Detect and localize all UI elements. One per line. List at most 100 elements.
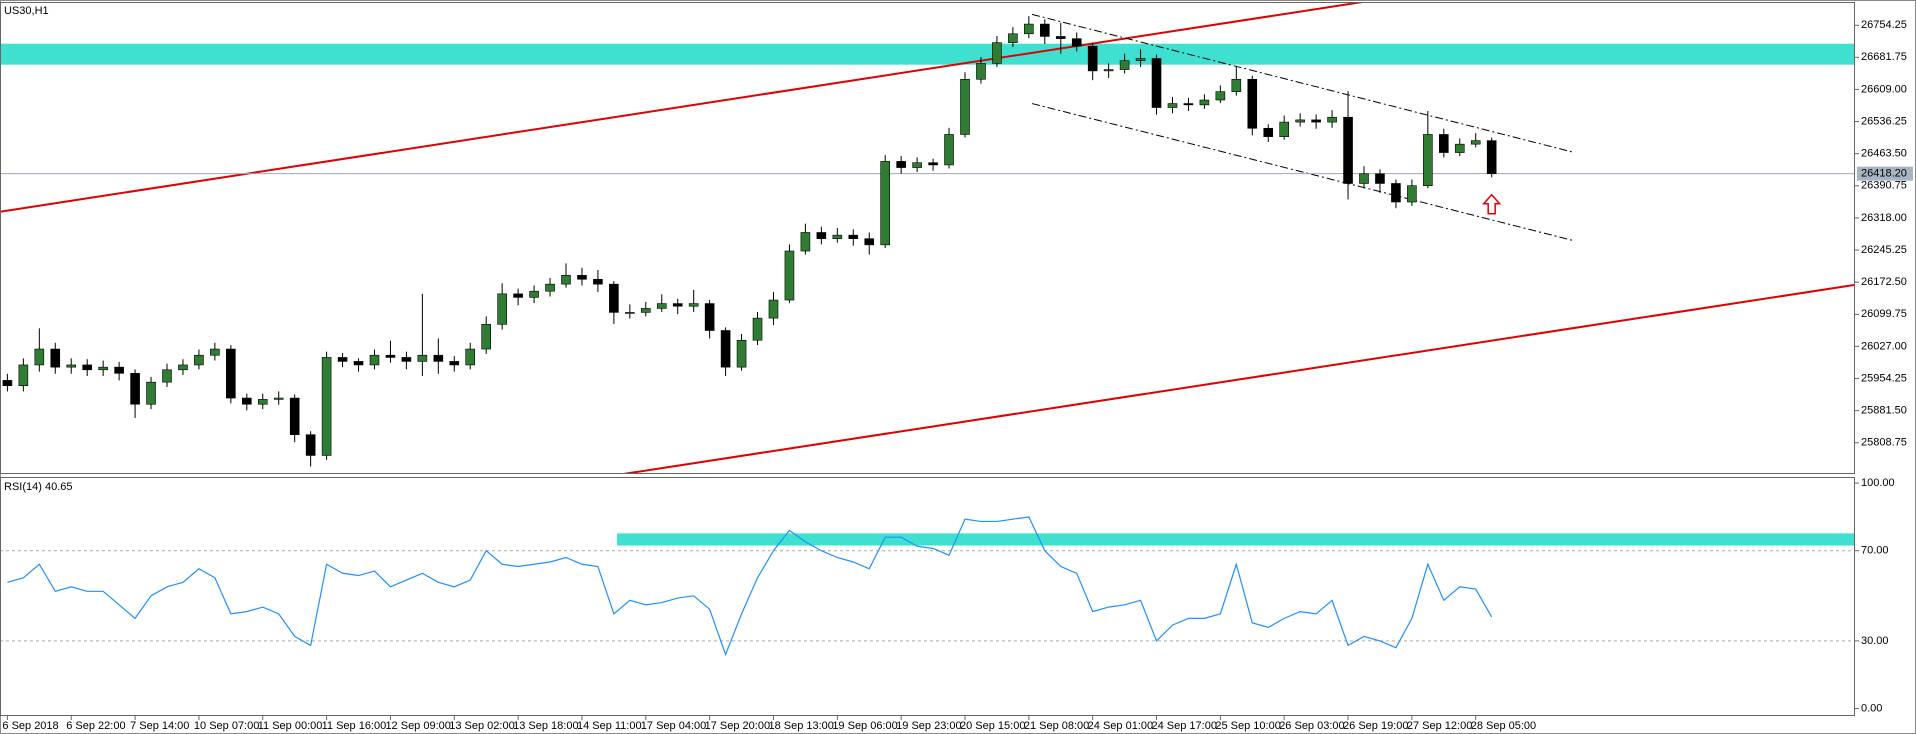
x-tick-label: 26 Sep 19:00 — [1343, 720, 1408, 732]
candle-body — [672, 303, 683, 307]
candle-body — [114, 366, 124, 374]
candle-body — [784, 250, 795, 301]
candle-body — [864, 238, 875, 246]
y-tick-label: 26536.25 — [1861, 115, 1907, 127]
trendline — [623, 284, 1855, 474]
x-tick-label: 26 Sep 03:00 — [1279, 720, 1344, 732]
candle-body — [561, 275, 571, 285]
candle-body — [1103, 69, 1114, 72]
candle-body — [704, 303, 715, 331]
x-tick-label: 25 Sep 10:00 — [1215, 720, 1280, 732]
y-tick-label: 0.00 — [1861, 702, 1882, 714]
candle-body — [960, 78, 970, 135]
candle-body — [768, 299, 779, 319]
y-tick-label: 26245.25 — [1861, 244, 1907, 256]
candle-body — [50, 348, 61, 368]
candle-body — [1439, 134, 1449, 153]
candle-body — [1231, 78, 1242, 92]
candle-body — [944, 134, 954, 166]
candle-body — [976, 63, 986, 80]
candle-body — [417, 354, 428, 362]
candle-body — [800, 232, 811, 252]
candle-body — [210, 348, 220, 356]
candle-body — [688, 303, 699, 307]
x-tick-label: 17 Sep 04:00 — [641, 720, 706, 732]
x-tick-label: 12 Sep 09:00 — [385, 720, 450, 732]
signal-arrow — [1482, 193, 1502, 215]
last-price-label: 26418.20 — [1861, 168, 1907, 180]
candle-body — [146, 381, 156, 405]
candle-body — [273, 397, 284, 400]
candle-body — [18, 364, 29, 386]
candle-body — [1199, 99, 1210, 106]
y-tick-label: 26390.75 — [1861, 180, 1907, 192]
zone — [617, 533, 1855, 546]
candle-body — [1167, 103, 1178, 108]
candle-body — [1215, 91, 1226, 101]
x-tick-label: 24 Sep 17:00 — [1152, 720, 1217, 732]
x-tick-label: 10 Sep 07:00 — [194, 720, 259, 732]
zone — [0, 43, 1855, 65]
candle-body — [337, 357, 348, 362]
candle-body — [928, 162, 938, 166]
y-tick-label: 25881.50 — [1861, 405, 1907, 417]
candle-body — [1055, 36, 1066, 39]
candle-body — [1470, 140, 1481, 145]
candle-body — [1183, 103, 1194, 106]
x-tick-label: 19 Sep 06:00 — [832, 720, 897, 732]
x-tick-label: 14 Sep 11:00 — [577, 720, 642, 732]
main-plot — [0, 2, 1855, 474]
x-tick-label: 21 Sep 08:00 — [1024, 720, 1089, 732]
candle-body — [449, 361, 460, 366]
x-tick-label: 13 Sep 02:00 — [449, 720, 514, 732]
candle-body — [497, 293, 507, 325]
main-plot-frame — [0, 2, 1855, 474]
candle-body — [289, 397, 300, 436]
candle-body — [162, 369, 172, 383]
candle-body — [433, 354, 444, 362]
trendline — [0, 2, 1363, 213]
candle-body — [1423, 134, 1433, 186]
rsi-title: RSI(14) 40.65 — [4, 481, 72, 493]
last-price-box — [1857, 166, 1913, 181]
y-tick-label: 26463.50 — [1861, 148, 1907, 160]
candle-body — [82, 364, 92, 371]
x-tick-label: 11 Sep 00:00 — [258, 720, 323, 732]
candle-body — [1295, 119, 1305, 123]
candle-body — [226, 348, 236, 399]
candle-body — [1263, 127, 1274, 137]
candle-body — [1024, 23, 1034, 35]
candle-body — [832, 234, 843, 239]
y-tick-label: 26609.00 — [1861, 83, 1907, 95]
x-tick-label: 6 Sep 2018 — [2, 720, 58, 732]
trendline — [1031, 13, 1575, 154]
candle-body — [656, 303, 667, 309]
x-tick-label: 13 Sep 18:00 — [513, 720, 578, 732]
candle-body — [513, 293, 523, 298]
y-tick-label: 26318.00 — [1861, 212, 1907, 224]
candle-body — [465, 348, 476, 366]
candle-body — [1247, 78, 1258, 129]
x-tick-label: 27 Sep 12:00 — [1407, 720, 1472, 732]
candle-body — [2, 380, 13, 386]
candle-body — [194, 354, 204, 366]
candle-body — [321, 357, 332, 456]
candle-body — [1486, 140, 1497, 174]
candle-body — [1151, 58, 1162, 108]
candle-body — [752, 317, 763, 341]
candle-body — [1327, 116, 1337, 123]
candle-body — [625, 312, 635, 314]
candle-body — [1375, 173, 1385, 184]
x-tick-label: 19 Sep 23:00 — [896, 720, 961, 732]
rsi-plot — [0, 516, 1855, 657]
y-tick-label: 26754.25 — [1861, 19, 1907, 31]
x-tick-label: 7 Sep 14:00 — [130, 720, 189, 732]
candle-body — [385, 354, 396, 358]
rsi-plot-frame — [0, 477, 1855, 716]
candle-body — [1454, 143, 1465, 153]
candle-body — [130, 373, 140, 405]
x-tick-label: 11 Sep 16:00 — [322, 720, 387, 732]
y-tick-label: 30.00 — [1861, 635, 1889, 647]
candle-body — [992, 42, 1002, 64]
candle-body — [369, 354, 380, 366]
